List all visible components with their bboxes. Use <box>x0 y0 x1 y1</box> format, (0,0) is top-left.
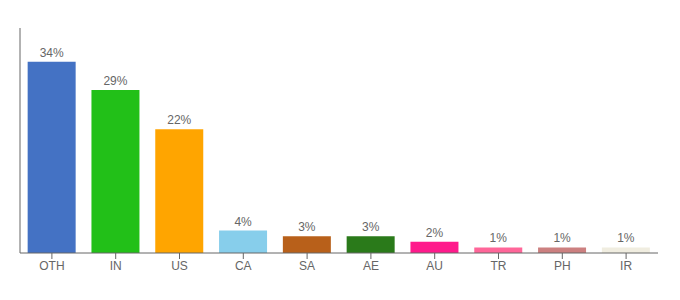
svg-text:SA: SA <box>299 259 315 273</box>
svg-text:AE: AE <box>363 259 379 273</box>
svg-text:AU: AU <box>426 259 443 273</box>
svg-text:CA: CA <box>235 259 252 273</box>
svg-text:1%: 1% <box>617 231 635 245</box>
svg-text:3%: 3% <box>298 220 316 234</box>
svg-text:4%: 4% <box>234 215 252 229</box>
svg-text:TR: TR <box>491 259 507 273</box>
svg-text:3%: 3% <box>362 220 380 234</box>
svg-text:29%: 29% <box>103 74 127 88</box>
svg-text:IN: IN <box>110 259 122 273</box>
svg-text:1%: 1% <box>490 231 508 245</box>
svg-text:IR: IR <box>620 259 632 273</box>
svg-text:2%: 2% <box>426 226 444 240</box>
svg-text:34%: 34% <box>40 46 64 60</box>
svg-text:22%: 22% <box>167 113 191 127</box>
svg-text:1%: 1% <box>553 231 571 245</box>
svg-text:US: US <box>171 259 188 273</box>
svg-text:OTH: OTH <box>39 259 64 273</box>
svg-text:PH: PH <box>554 259 571 273</box>
